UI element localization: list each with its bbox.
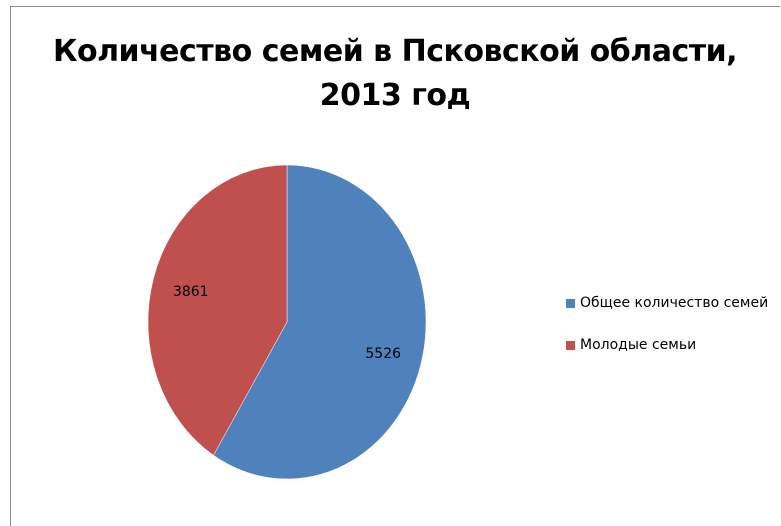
data-label-young-families: 3861: [173, 284, 209, 300]
chart-title: Количество семей в Псковской области, 20…: [10, 30, 780, 118]
legend-swatch-young-families: [566, 340, 575, 350]
data-label-total-families: 5526: [365, 346, 401, 362]
legend-item-young-families: Молодые семьи: [566, 335, 768, 355]
legend-label-total-families: Общее количество семей: [580, 295, 769, 311]
pie-slice-young-families: [147, 164, 288, 456]
pie-slice-total-families: [213, 164, 427, 480]
legend-swatch-total-families: [566, 298, 575, 308]
legend: Общее количество семей Молодые семьи: [566, 293, 768, 377]
chart-title-line-1: Количество семей в Псковской области,: [52, 34, 738, 69]
legend-item-total-families: Общее количество семей: [566, 293, 768, 313]
chart-title-line-2: 2013 год: [319, 78, 471, 113]
legend-label-young-families: Молодые семьи: [580, 337, 697, 353]
